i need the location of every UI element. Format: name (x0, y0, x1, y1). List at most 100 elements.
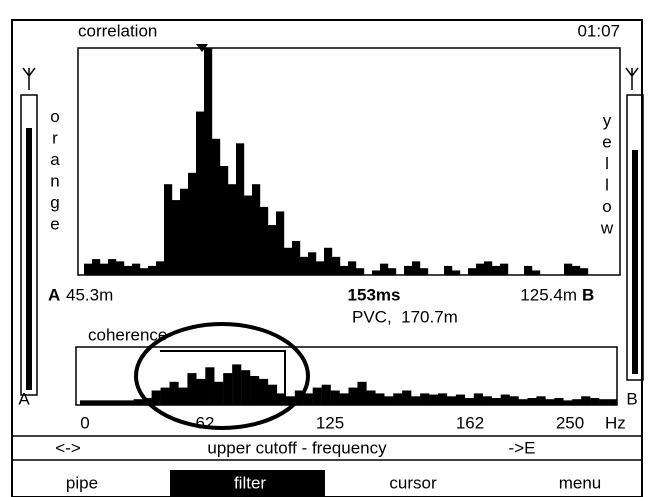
bar (124, 265, 133, 275)
delay: 153ms (348, 285, 401, 304)
bar (599, 399, 609, 405)
bar (532, 270, 541, 275)
status-right: ->E (509, 438, 536, 457)
bar (88, 400, 99, 405)
bar (172, 200, 181, 275)
bar (411, 396, 421, 405)
bar (572, 265, 581, 275)
level-fill (632, 150, 638, 374)
screen-frame (11, 19, 643, 497)
antenna-icon (625, 67, 639, 90)
clock: 01:07 (577, 21, 620, 40)
bar (196, 378, 206, 405)
bar (180, 188, 189, 275)
bar (420, 393, 430, 405)
bar (100, 263, 109, 275)
bar (527, 398, 537, 405)
menu-item[interactable]: filter (234, 473, 266, 492)
bar (84, 263, 93, 275)
bar (429, 394, 439, 405)
bar (259, 378, 269, 405)
bar (133, 399, 143, 405)
bar (244, 195, 253, 275)
bar (97, 400, 108, 405)
bar (393, 393, 403, 405)
bar (420, 268, 429, 275)
bar (500, 394, 510, 405)
menu-highlight (170, 470, 325, 497)
bar (223, 373, 233, 405)
bar (156, 261, 165, 275)
bar (563, 400, 573, 405)
bar (524, 265, 533, 275)
bar (536, 396, 546, 405)
bar (332, 256, 341, 275)
bar (330, 390, 340, 405)
bar (140, 268, 149, 275)
bar (316, 261, 325, 275)
bar (324, 247, 333, 275)
bar (388, 268, 397, 275)
bar (108, 259, 117, 275)
bar (402, 390, 412, 405)
menu-item[interactable]: menu (559, 473, 602, 492)
bar (321, 384, 331, 405)
bar (285, 396, 295, 405)
bar (92, 259, 101, 275)
bar (196, 111, 205, 275)
bar (214, 381, 224, 405)
sensor-label: B (626, 389, 637, 408)
axis-label: 162 (456, 413, 484, 432)
status-bar (11, 435, 643, 461)
bar (375, 393, 385, 405)
bar (236, 143, 245, 275)
bar (116, 261, 125, 275)
bar (160, 387, 170, 405)
cutoff-marker (160, 350, 286, 401)
axis-unit: Hz (605, 413, 626, 432)
bar (404, 265, 413, 275)
bar (228, 184, 237, 275)
bar (276, 393, 287, 405)
distance-b: 125.4m (520, 285, 577, 304)
peak-cursor (196, 44, 208, 52)
bar (187, 373, 197, 405)
bar (205, 367, 215, 405)
bar (188, 172, 197, 275)
bar (212, 138, 221, 275)
bar (500, 263, 509, 275)
bar (509, 396, 519, 405)
bar (372, 270, 381, 275)
menu-item[interactable]: cursor (389, 473, 437, 492)
bar (267, 384, 278, 405)
bar (380, 263, 389, 275)
bar (491, 398, 501, 405)
bar (348, 387, 358, 405)
bar (115, 400, 125, 405)
bar (164, 184, 173, 275)
bar (252, 184, 261, 275)
bar (590, 398, 600, 405)
bar (151, 390, 161, 405)
bar (241, 370, 251, 405)
bar (132, 263, 141, 275)
bar (572, 399, 582, 405)
bar (312, 387, 322, 405)
level-gauge (20, 94, 38, 396)
sensor-label: A (18, 389, 30, 408)
bar (292, 240, 301, 275)
bar (80, 400, 90, 405)
bar (581, 396, 591, 405)
bar (608, 399, 618, 405)
bar (250, 376, 260, 405)
menu-item[interactable]: pipe (66, 473, 98, 492)
bar (284, 247, 293, 275)
bar (482, 396, 492, 405)
bar (484, 261, 493, 275)
bar (464, 398, 474, 405)
highlight-ellipse (134, 322, 310, 430)
bar (220, 166, 229, 275)
bar (204, 48, 213, 275)
